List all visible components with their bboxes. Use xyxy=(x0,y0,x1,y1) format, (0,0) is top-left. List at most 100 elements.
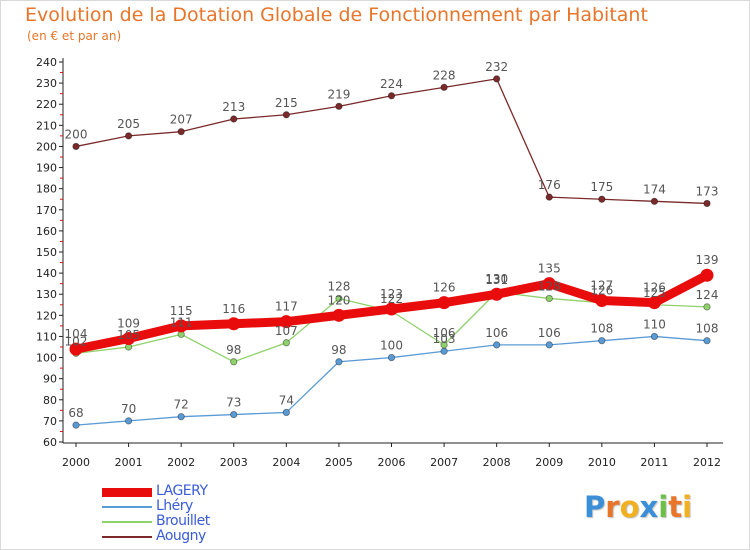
data-label-aougny: 224 xyxy=(380,77,403,91)
x-tick-label: 2003 xyxy=(220,456,248,469)
data-label-lagery: 135 xyxy=(538,262,561,276)
data-point-brouillet xyxy=(230,358,238,366)
data-point-aougny xyxy=(545,193,553,201)
data-label-lh-ry: 72 xyxy=(174,398,189,412)
data-point-lagery xyxy=(437,296,451,310)
y-tick-label: 150 xyxy=(36,246,57,259)
data-point-lh-ry xyxy=(72,421,80,429)
data-label-lh-ry: 100 xyxy=(380,339,403,353)
data-label-brouillet: 122 xyxy=(380,292,403,306)
data-label-lh-ry: 110 xyxy=(643,317,666,331)
data-label-lagery: 109 xyxy=(117,317,140,331)
data-label-lh-ry: 98 xyxy=(331,343,346,357)
data-label-lh-ry: 108 xyxy=(696,322,719,336)
data-label-brouillet: 126 xyxy=(590,284,613,298)
y-tick-label: 220 xyxy=(36,98,57,111)
data-point-lagery xyxy=(595,294,609,308)
data-label-brouillet: 111 xyxy=(170,315,193,329)
data-label-aougny: 232 xyxy=(485,60,508,74)
x-tick-label: 2000 xyxy=(62,456,90,469)
data-point-aougny xyxy=(387,92,396,100)
legend-swatch-lh-ry xyxy=(102,506,152,508)
data-label-aougny: 174 xyxy=(643,182,666,196)
y-tick-label: 90 xyxy=(43,373,57,386)
data-label-brouillet: 124 xyxy=(696,288,719,302)
data-point-brouillet xyxy=(545,294,553,303)
data-point-brouillet xyxy=(335,294,343,303)
data-point-lh-ry xyxy=(493,341,501,349)
data-label-aougny: 228 xyxy=(433,68,456,82)
logo-letter: r xyxy=(605,490,620,524)
data-label-aougny: 215 xyxy=(275,96,298,110)
data-point-lagery xyxy=(332,308,346,322)
y-tick-label: 170 xyxy=(36,204,57,217)
x-tick-label: 2001 xyxy=(115,456,143,469)
data-label-lagery: 126 xyxy=(433,281,456,295)
chart-title: Evolution de la Dotation Globale de Fonc… xyxy=(25,4,648,26)
data-point-aougny xyxy=(493,75,501,83)
data-point-lh-ry xyxy=(335,358,343,366)
data-label-brouillet: 128 xyxy=(327,279,350,293)
data-label-lagery: 120 xyxy=(327,293,350,307)
y-tick-label: 130 xyxy=(36,288,57,301)
data-label-lh-ry: 74 xyxy=(279,393,294,407)
data-point-aougny xyxy=(440,83,448,91)
legend-swatch-brouillet xyxy=(102,521,152,523)
y-tick-label: 230 xyxy=(36,77,57,90)
legend-label-lh-ry: Lhéry xyxy=(156,498,193,514)
data-label-lh-ry: 103 xyxy=(433,332,456,346)
data-point-lagery xyxy=(227,317,241,331)
data-point-lagery xyxy=(700,268,714,282)
data-labels-layer: 200 205 207 213 215 219 224 228 232 176 175 174 173 6… xyxy=(65,60,719,420)
data-label-brouillet: 125 xyxy=(643,286,666,300)
data-label-brouillet: 102 xyxy=(65,334,88,348)
legend-swatch-aougny xyxy=(102,536,152,538)
y-tick-label: 140 xyxy=(36,267,57,280)
data-point-lagery xyxy=(174,319,188,333)
x-tick-label: 2010 xyxy=(588,456,616,469)
data-point-brouillet xyxy=(282,339,290,347)
data-label-lh-ry: 73 xyxy=(226,396,241,410)
data-label-lagery: 104 xyxy=(65,327,88,341)
y-tick-label: 110 xyxy=(36,330,57,343)
data-label-aougny: 173 xyxy=(696,184,719,198)
data-point-lagery xyxy=(122,332,136,346)
legend-label-aougny: Aougny xyxy=(156,528,206,544)
data-point-lh-ry xyxy=(545,341,553,349)
legend-label-brouillet: Brouillet xyxy=(156,513,210,529)
logo-letter: i xyxy=(682,490,693,524)
data-label-aougny: 205 xyxy=(117,117,140,131)
data-label-lagery: 117 xyxy=(275,300,298,314)
data-point-lagery xyxy=(279,315,293,329)
data-label-brouillet: 105 xyxy=(117,328,140,342)
legend-label-lagery: LAGERY xyxy=(156,483,208,499)
y-tick-label: 120 xyxy=(36,309,57,322)
data-label-aougny: 200 xyxy=(65,127,88,141)
data-label-lagery: 139 xyxy=(696,253,719,267)
x-tick-label: 2011 xyxy=(640,456,668,469)
logo-letter: P xyxy=(584,490,606,524)
data-label-aougny: 175 xyxy=(590,180,613,194)
data-label-brouillet: 106 xyxy=(433,326,456,340)
logo-letter: o xyxy=(619,490,640,524)
data-label-lh-ry: 108 xyxy=(590,322,613,336)
x-tick-label: 2004 xyxy=(272,456,300,469)
data-label-lh-ry: 68 xyxy=(68,406,83,420)
data-point-aougny xyxy=(230,115,238,123)
y-tick-label: 70 xyxy=(43,415,57,428)
y-tick-label: 160 xyxy=(36,225,57,238)
data-label-brouillet: 128 xyxy=(538,279,561,293)
data-label-lh-ry: 70 xyxy=(121,402,136,416)
x-tick-label: 2008 xyxy=(483,456,511,469)
chart-subtitle: (en € et par an) xyxy=(27,29,122,43)
data-point-lh-ry xyxy=(387,353,396,362)
data-point-aougny xyxy=(124,132,133,140)
data-point-lh-ry xyxy=(598,337,606,345)
x-tick-label: 2007 xyxy=(430,456,458,469)
proxiti-logo: Proxiti xyxy=(584,490,692,524)
data-point-lh-ry xyxy=(282,408,290,417)
data-point-lh-ry xyxy=(440,347,448,355)
legend-swatch-lagery xyxy=(102,487,152,497)
data-label-brouillet: 98 xyxy=(226,343,241,357)
